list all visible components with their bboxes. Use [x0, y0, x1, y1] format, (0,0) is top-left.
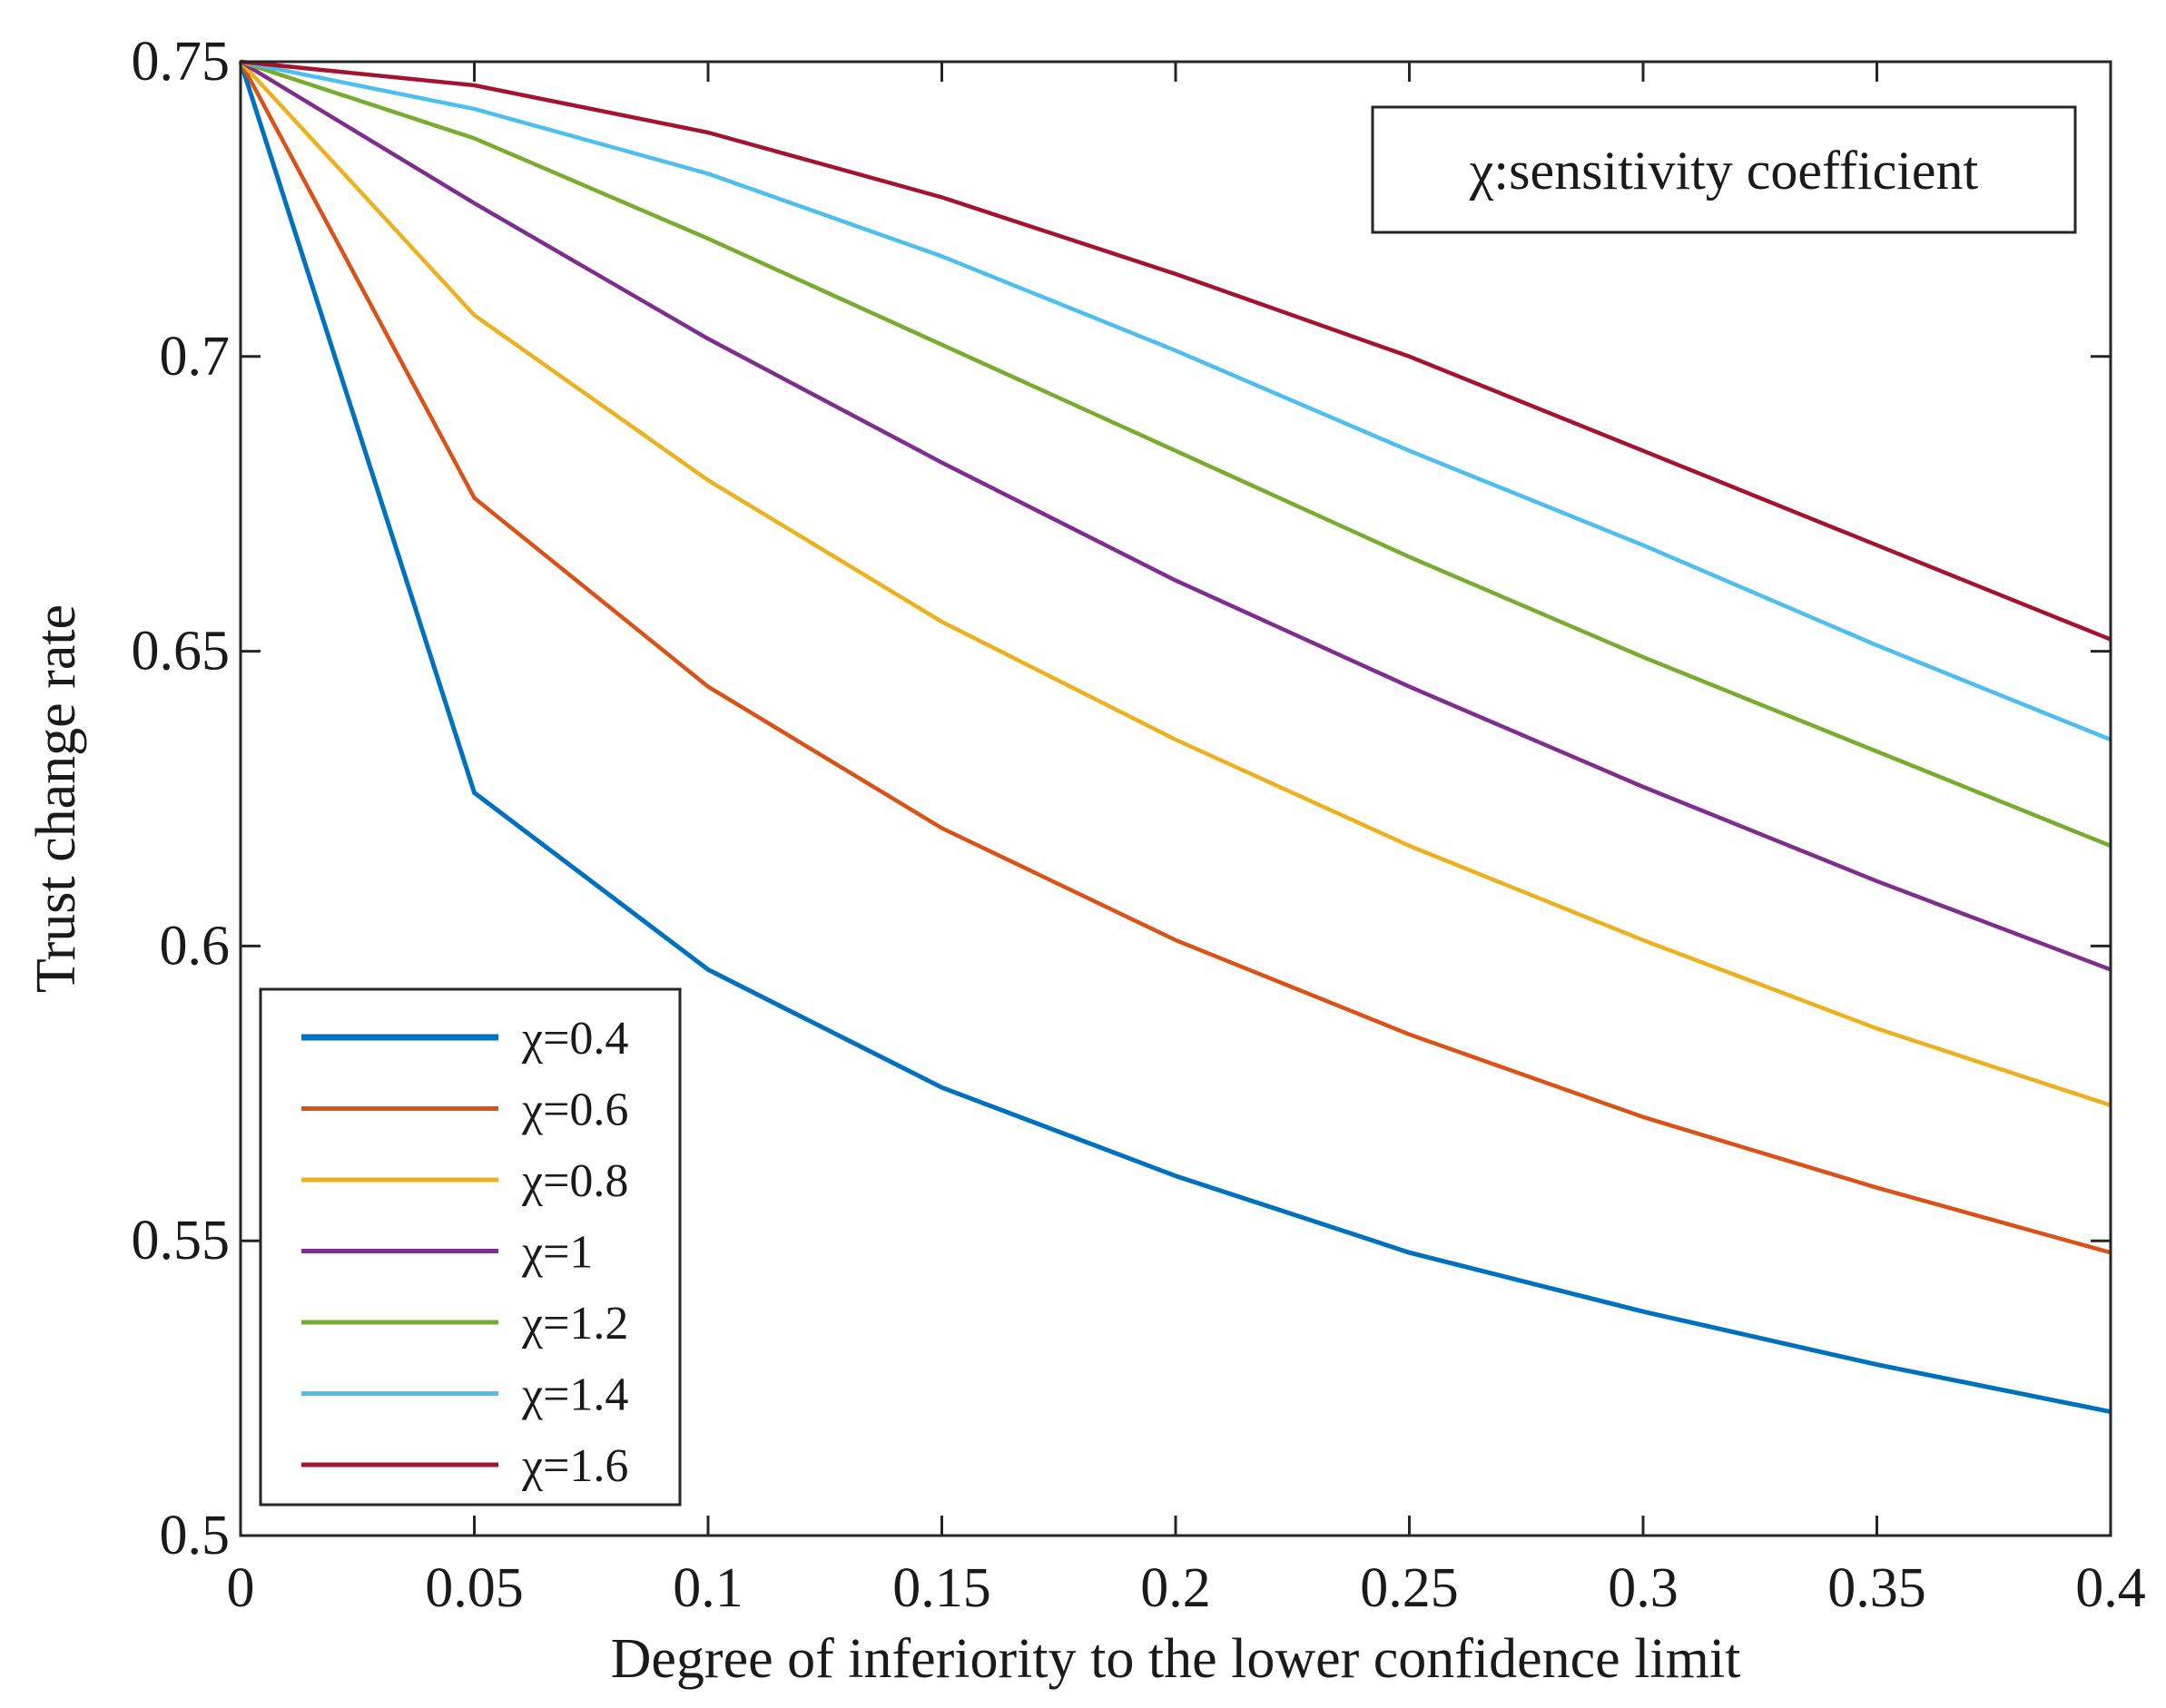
x-tick-label: 0.2: [1140, 1557, 1211, 1619]
x-tick-label: 0.3: [1608, 1557, 1679, 1619]
legend-label: χ=1.6: [521, 1440, 628, 1492]
x-tick-label: 0.1: [673, 1557, 743, 1619]
y-axis-title: Trust change rate: [25, 604, 87, 993]
x-tick-label: 0.4: [2075, 1557, 2146, 1619]
y-tick-label: 0.6: [160, 915, 231, 977]
series-line-7: [240, 59, 2112, 642]
legend-label: χ=1.2: [521, 1298, 628, 1350]
series-line-5: [240, 59, 2112, 849]
axis-tick-labels: 0 0.05 0.1 0.15 0.2 0.25 0.3 0.35 0.4 0.5 0.55 0.6 0…: [132, 31, 2146, 1619]
x-tick-label: 0.05: [425, 1557, 524, 1619]
y-tick-label: 0.55: [132, 1210, 231, 1271]
series-line-6: [240, 59, 2112, 742]
plot-area: [238, 59, 2112, 1415]
x-tick-label: 0.35: [1827, 1557, 1926, 1619]
series-line-1: [238, 61, 2112, 1415]
series-line-4: [239, 60, 2112, 972]
y-tick-label: 0.75: [132, 31, 231, 93]
y-tick-label: 0.5: [160, 1505, 231, 1566]
legend-label: χ=1.4: [521, 1369, 628, 1421]
legend-label: χ=0.6: [521, 1085, 628, 1136]
legend-frame: [259, 987, 682, 1507]
annotation-box: χ:sensitivity coefficient: [1371, 105, 2077, 234]
legend-label: χ=0.8: [521, 1155, 628, 1207]
x-tick-label: 0: [227, 1557, 255, 1619]
x-tick-label: 0.15: [892, 1557, 991, 1619]
legend-label: χ=0.4: [521, 1013, 628, 1065]
annotation-frame: [1371, 105, 2077, 234]
x-axis-title: Degree of inferiority to the lower confi…: [611, 1628, 1741, 1690]
y-tick-label: 0.65: [132, 621, 231, 682]
annotation-text: χ:sensitivity coefficient: [1469, 141, 1979, 201]
series-line-3: [239, 60, 2112, 1107]
legend: χ=0.4 χ=0.6 χ=0.8 χ=1 χ=1.2 χ=1.4 χ=1.6: [259, 987, 682, 1507]
legend-label: χ=1: [521, 1227, 593, 1279]
axis-ticks: [239, 60, 2112, 1537]
x-tick-label: 0.25: [1360, 1557, 1459, 1619]
y-tick-label: 0.7: [160, 326, 231, 388]
series-line-2: [239, 60, 2112, 1255]
